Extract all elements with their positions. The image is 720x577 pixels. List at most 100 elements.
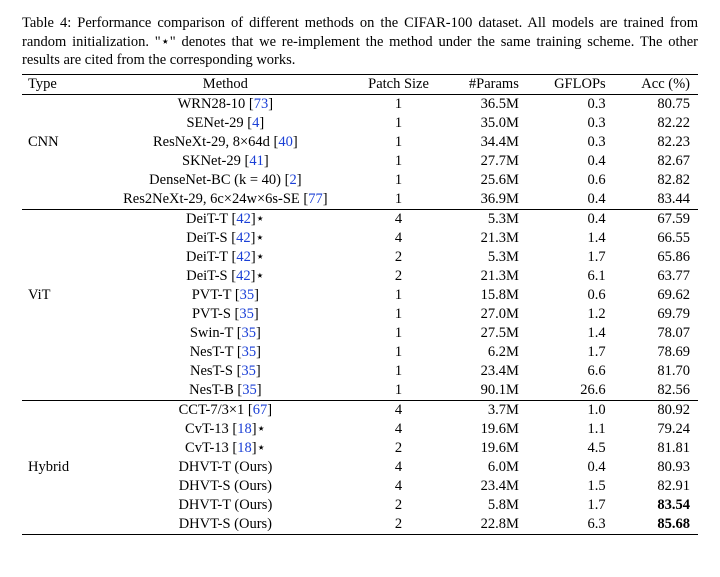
acc-cell: 69.79: [620, 305, 698, 324]
method-cell: NesT-B [35]: [95, 381, 355, 401]
patch-cell: 4: [355, 458, 441, 477]
gflops-cell: 1.7: [535, 496, 620, 515]
citation-link[interactable]: 42: [236, 268, 251, 284]
method-cell: DeiT-S [42]⋆: [95, 229, 355, 248]
citation-link[interactable]: 18: [237, 440, 252, 456]
method-cell: DeiT-T [42]⋆: [95, 209, 355, 229]
params-cell: 90.1M: [442, 381, 535, 401]
method-cell: NesT-T [35]: [95, 343, 355, 362]
table-row: DeiT-S [42]⋆221.3M6.163.77: [22, 267, 698, 286]
method-cell: Res2NeXt-29, 6c×24w×6s-SE [77]: [95, 190, 355, 210]
citation-link[interactable]: 42: [236, 249, 251, 265]
patch-cell: 1: [355, 381, 441, 401]
method-cell: SENet-29 [4]: [95, 114, 355, 133]
citation-link[interactable]: 40: [278, 134, 293, 150]
method-cell: PVT-S [35]: [95, 305, 355, 324]
patch-cell: 1: [355, 324, 441, 343]
type-cell: [22, 305, 95, 324]
patch-cell: 1: [355, 94, 441, 114]
acc-cell: 63.77: [620, 267, 698, 286]
gflops-cell: 0.6: [535, 286, 620, 305]
method-cell: ResNeXt-29, 8×64d [40]: [95, 133, 355, 152]
header-method: Method: [95, 74, 355, 94]
citation-link[interactable]: 42: [236, 211, 251, 227]
table-row: DHVT-T (Ours)25.8M1.783.54: [22, 496, 698, 515]
acc-cell: 80.93: [620, 458, 698, 477]
acc-cell: 78.69: [620, 343, 698, 362]
gflops-cell: 6.6: [535, 362, 620, 381]
method-cell: NesT-S [35]: [95, 362, 355, 381]
acc-cell: 66.55: [620, 229, 698, 248]
table-row: NesT-T [35]16.2M1.778.69: [22, 343, 698, 362]
params-cell: 5.8M: [442, 496, 535, 515]
params-cell: 27.5M: [442, 324, 535, 343]
citation-link[interactable]: 18: [237, 421, 252, 437]
type-cell: [22, 229, 95, 248]
table-header-row: Type Method Patch Size #Params GFLOPs Ac…: [22, 74, 698, 94]
citation-link[interactable]: 73: [254, 96, 269, 112]
citation-link[interactable]: 35: [241, 363, 256, 379]
acc-cell: 78.07: [620, 324, 698, 343]
params-cell: 22.8M: [442, 515, 535, 535]
acc-cell: 82.82: [620, 171, 698, 190]
acc-cell: 82.22: [620, 114, 698, 133]
method-cell: CvT-13 [18]⋆: [95, 439, 355, 458]
type-cell: [22, 496, 95, 515]
params-cell: 5.3M: [442, 209, 535, 229]
header-patch: Patch Size: [355, 74, 441, 94]
patch-cell: 2: [355, 496, 441, 515]
gflops-cell: 0.4: [535, 190, 620, 210]
citation-link[interactable]: 35: [242, 325, 257, 341]
patch-cell: 4: [355, 229, 441, 248]
caption-prefix: Table 4:: [22, 15, 77, 31]
method-cell: DHVT-T (Ours): [95, 458, 355, 477]
type-cell: CNN: [22, 133, 95, 152]
type-cell: [22, 248, 95, 267]
type-cell: ViT: [22, 286, 95, 305]
method-cell: SKNet-29 [41]: [95, 152, 355, 171]
patch-cell: 1: [355, 305, 441, 324]
patch-cell: 4: [355, 209, 441, 229]
header-acc: Acc (%): [620, 74, 698, 94]
citation-link[interactable]: 42: [236, 230, 251, 246]
gflops-cell: 1.4: [535, 229, 620, 248]
citation-link[interactable]: 35: [240, 287, 255, 303]
params-cell: 21.3M: [442, 267, 535, 286]
type-cell: [22, 439, 95, 458]
table-row: HybridDHVT-T (Ours)46.0M0.480.93: [22, 458, 698, 477]
patch-cell: 2: [355, 248, 441, 267]
method-cell: DHVT-T (Ours): [95, 496, 355, 515]
table-row: CvT-13 [18]⋆419.6M1.179.24: [22, 420, 698, 439]
params-cell: 23.4M: [442, 362, 535, 381]
type-cell: [22, 477, 95, 496]
params-cell: 25.6M: [442, 171, 535, 190]
citation-link[interactable]: 77: [308, 191, 323, 207]
type-cell: [22, 114, 95, 133]
table-caption: Table 4: Performance comparison of diffe…: [22, 14, 698, 70]
gflops-cell: 1.5: [535, 477, 620, 496]
citation-link[interactable]: 41: [249, 153, 264, 169]
gflops-cell: 1.0: [535, 400, 620, 420]
table-row: SKNet-29 [41]127.7M0.482.67: [22, 152, 698, 171]
gflops-cell: 0.4: [535, 458, 620, 477]
params-cell: 3.7M: [442, 400, 535, 420]
table-row: PVT-S [35]127.0M1.269.79: [22, 305, 698, 324]
method-cell: DenseNet-BC (k = 40) [2]: [95, 171, 355, 190]
method-cell: CvT-13 [18]⋆: [95, 420, 355, 439]
citation-link[interactable]: 35: [239, 306, 254, 322]
gflops-cell: 1.1: [535, 420, 620, 439]
type-cell: [22, 94, 95, 114]
acc-cell: 67.59: [620, 209, 698, 229]
table-row: DHVT-S (Ours)222.8M6.385.68: [22, 515, 698, 535]
gflops-cell: 26.6: [535, 381, 620, 401]
citation-link[interactable]: 35: [242, 344, 257, 360]
method-cell: CCT-7/3×1 [67]: [95, 400, 355, 420]
acc-cell: 81.81: [620, 439, 698, 458]
table-row: NesT-B [35]190.1M26.682.56: [22, 381, 698, 401]
citation-link[interactable]: 67: [253, 402, 268, 418]
gflops-cell: 4.5: [535, 439, 620, 458]
citation-link[interactable]: 2: [289, 172, 296, 188]
table-row: DHVT-S (Ours)423.4M1.582.91: [22, 477, 698, 496]
citation-link[interactable]: 35: [242, 382, 257, 398]
table-row: Res2NeXt-29, 6c×24w×6s-SE [77]136.9M0.48…: [22, 190, 698, 210]
